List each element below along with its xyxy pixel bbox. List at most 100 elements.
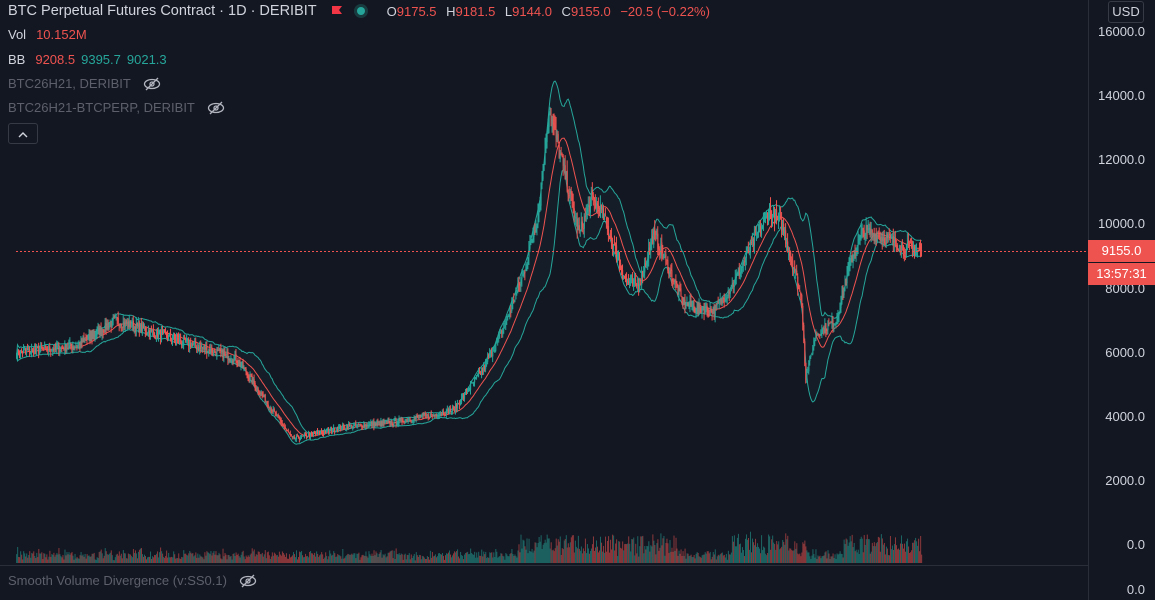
candle-body: [481, 369, 483, 375]
volume-bar: [203, 559, 205, 563]
candle-body: [562, 155, 564, 166]
volume-bar: [228, 555, 230, 563]
candle-body: [252, 379, 254, 383]
candle-body: [809, 357, 811, 362]
symbol-title[interactable]: BTC Perpetual Futures Contract · 1D · DE…: [8, 3, 317, 19]
volume-bar: [823, 555, 825, 563]
eye-crossed-icon[interactable]: [143, 77, 161, 91]
candle-body: [588, 205, 590, 212]
volume-bar: [489, 552, 491, 563]
candle-body: [143, 327, 145, 329]
bb-legend[interactable]: BB 9208.5 9395.7 9021.3: [8, 52, 167, 67]
candle-body: [595, 203, 597, 209]
candle-body: [601, 204, 603, 210]
volume-value: 10.152M: [36, 27, 87, 42]
compare-symbol-2[interactable]: BTC26H21-BTCPERP, DERIBIT: [8, 100, 225, 115]
volume-bar: [550, 542, 552, 563]
candle-body: [293, 436, 295, 440]
volume-bar: [460, 551, 462, 563]
volume-bar: [20, 551, 22, 563]
volume-bar: [696, 552, 698, 563]
volume-bar: [356, 553, 358, 563]
eye-crossed-icon[interactable]: [207, 101, 225, 115]
volume-bar: [347, 553, 349, 563]
candle-body: [547, 126, 549, 132]
pane-separator[interactable]: [0, 565, 1088, 566]
currency-button[interactable]: USD: [1108, 1, 1144, 23]
candle-body: [505, 321, 507, 326]
candle-body: [195, 341, 197, 347]
candle-body: [207, 351, 209, 353]
volume-bar: [32, 553, 34, 563]
candle-body: [718, 301, 720, 304]
candle-body: [683, 300, 685, 305]
volume-bar: [268, 555, 270, 563]
volume-bar: [558, 541, 560, 563]
candle-body: [868, 228, 870, 230]
flag-icon[interactable]: [331, 5, 343, 17]
volume-bar: [547, 538, 549, 563]
candle-body: [171, 338, 173, 341]
candle-body: [59, 349, 61, 352]
volume-bar: [592, 536, 594, 563]
volume-bar: [830, 556, 832, 563]
volume-bar: [580, 546, 582, 563]
volume-bar: [527, 553, 529, 563]
candle-body: [316, 431, 318, 435]
volume-bar: [357, 553, 359, 563]
candle-body: [459, 403, 461, 406]
eye-crossed-icon[interactable]: [239, 574, 257, 588]
candle-body: [729, 291, 731, 294]
candle-body: [690, 300, 692, 307]
volume-bar: [208, 552, 210, 563]
volume-bar: [859, 539, 861, 563]
candle-body: [866, 225, 868, 230]
candle-body: [226, 352, 228, 354]
candle-body: [517, 283, 519, 293]
volume-bar: [535, 542, 537, 563]
candle-body: [201, 347, 203, 349]
candle-body: [822, 327, 824, 329]
volume-legend[interactable]: Vol 10.152M: [8, 27, 87, 42]
volume-bar: [619, 541, 621, 563]
candle-body: [573, 208, 575, 218]
candle-body: [473, 382, 475, 384]
volume-bar: [474, 551, 476, 563]
volume-bar: [26, 553, 28, 563]
volume-bar: [613, 535, 615, 563]
candle-body: [440, 413, 442, 415]
volume-bar: [647, 546, 649, 563]
candle-body: [671, 270, 673, 282]
candle-body: [678, 287, 680, 296]
volume-bar: [735, 546, 737, 563]
candle-body: [740, 266, 742, 273]
volume-bar: [162, 553, 164, 563]
volume-bar: [770, 549, 772, 563]
svd-legend[interactable]: Smooth Volume Divergence (v:SS0.1): [8, 573, 257, 588]
volume-bar: [180, 558, 182, 563]
volume-bar: [893, 544, 895, 563]
candle-body: [296, 436, 298, 440]
candle-body: [800, 292, 802, 296]
volume-bar: [275, 555, 277, 563]
candle-body: [168, 335, 170, 340]
volume-bar: [447, 553, 449, 563]
candle-body: [559, 152, 561, 160]
collapse-legend-button[interactable]: [8, 123, 38, 144]
candle-body: [67, 347, 69, 349]
volume-bar: [428, 559, 430, 563]
compare-symbol-1[interactable]: BTC26H21, DERIBIT: [8, 76, 161, 91]
candle-body: [152, 330, 154, 332]
candle-body: [685, 306, 687, 309]
candle-body: [479, 372, 481, 374]
volume-bar: [188, 553, 190, 563]
volume-bar: [805, 546, 807, 563]
volume-bar: [523, 540, 525, 563]
candle-body: [535, 226, 537, 233]
volume-bar: [175, 558, 177, 563]
candle-body: [628, 281, 630, 284]
candle-body: [749, 251, 751, 254]
symbol-header[interactable]: BTC Perpetual Futures Contract · 1D · DE…: [8, 3, 716, 19]
volume-bar: [182, 557, 184, 563]
